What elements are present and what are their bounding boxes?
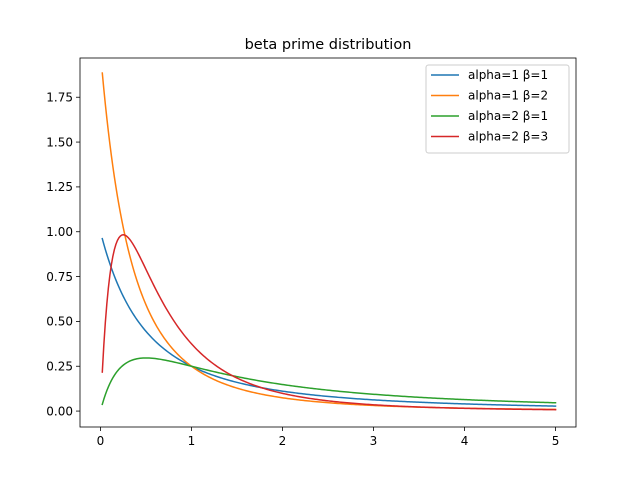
legend-label-4: alpha=2 β=3 bbox=[468, 130, 548, 144]
series-line-4 bbox=[101, 234, 557, 411]
y-tick-label: 0.25 bbox=[46, 359, 73, 373]
y-tick-label: 1.25 bbox=[46, 180, 73, 194]
x-tick-label: 5 bbox=[552, 434, 560, 448]
legend-label-3: alpha=2 β=1 bbox=[468, 109, 548, 123]
series-line-1 bbox=[101, 237, 557, 407]
legend-box bbox=[425, 64, 570, 154]
series-line-3 bbox=[101, 357, 557, 406]
y-tick-label: 0.50 bbox=[46, 315, 73, 329]
legend-label-1: alpha=1 β=1 bbox=[468, 68, 548, 82]
x-tick-label: 3 bbox=[370, 434, 378, 448]
x-tick-label: 1 bbox=[188, 434, 196, 448]
plot-area bbox=[101, 72, 557, 411]
y-tick-label: 0.00 bbox=[46, 404, 73, 418]
axes: 0 1 2 3 4 5 0.00 0.25 0.50 0.75 1.00 1.25 1.50 1.75 bbox=[46, 57, 577, 448]
y-tick-label: 0.75 bbox=[46, 270, 73, 284]
x-tick-label: 2 bbox=[279, 434, 287, 448]
chart-title: beta prime distribution bbox=[245, 37, 412, 53]
legend: alpha=1 β=1 alpha=1 β=2 alpha=2 β=1 alpha=2… bbox=[425, 64, 570, 154]
y-tick-label: 1.50 bbox=[46, 135, 73, 149]
x-tick-label: 4 bbox=[461, 434, 469, 448]
x-tick-label: 0 bbox=[97, 434, 105, 448]
axes-frame bbox=[79, 57, 577, 428]
y-tick-label: 1.00 bbox=[46, 225, 73, 239]
y-tick-label: 1.75 bbox=[46, 90, 73, 104]
legend-label-2: alpha=1 β=2 bbox=[468, 89, 548, 103]
